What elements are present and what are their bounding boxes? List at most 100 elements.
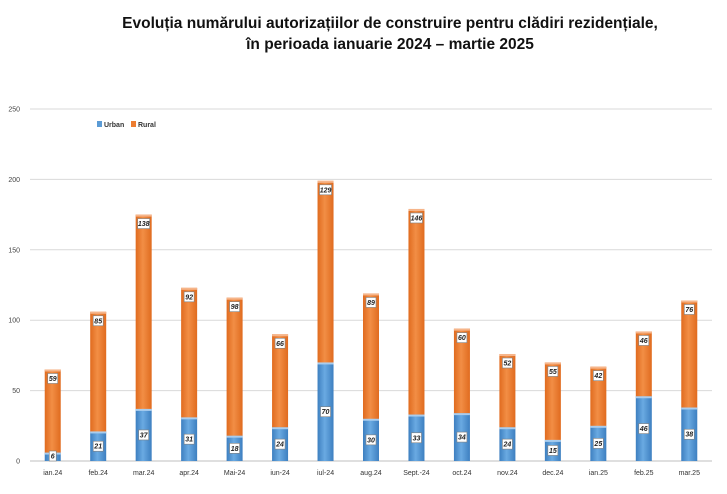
data-label-urban-aug.24-box <box>365 434 377 446</box>
bar-rural-top-feb.25 <box>635 331 652 334</box>
data-label-urban-dec.24: 15 <box>549 448 557 455</box>
x-tick-label: dec.24 <box>542 470 563 477</box>
bar-rural-mar.24 <box>135 214 152 409</box>
data-label-rural-Sept.-24-box <box>410 212 423 224</box>
data-label-urban-iul-24-box <box>320 406 331 418</box>
data-label-urban-apr.24-box <box>183 433 195 445</box>
bar-rural-top-ian.24 <box>44 369 61 372</box>
bar-urban-top-mar.25 <box>681 407 698 410</box>
bar-rural-nov.24 <box>499 353 516 428</box>
x-tick-label: nov.24 <box>497 470 518 477</box>
data-label-urban-mar.24: 37 <box>140 432 149 439</box>
data-label-urban-feb.24-box <box>92 440 104 452</box>
bar-urban-top-Sept.-24 <box>408 414 425 417</box>
bar-urban-top-feb.24 <box>90 431 107 434</box>
bar-rural-top-oct.24 <box>453 328 470 331</box>
data-label-rural-dec.24: 55 <box>549 369 557 376</box>
data-label-rural-nov.24-box <box>502 357 513 369</box>
data-label-rural-apr.24: 92 <box>185 294 193 301</box>
bar-rural-top-iun-24 <box>272 334 289 337</box>
bar-urban-top-iun-24 <box>272 427 289 430</box>
x-tick-label: iun-24 <box>270 470 290 477</box>
y-tick-label: 200 <box>8 177 20 184</box>
data-label-rural-feb.25-box <box>638 335 650 346</box>
legend-swatch-rural <box>131 121 136 127</box>
bar-rural-top-ian.25 <box>590 366 607 369</box>
bar-rural-oct.24 <box>453 328 470 414</box>
bar-urban-top-mar.24 <box>135 408 152 411</box>
data-label-rural-iul-24: 129 <box>320 187 332 194</box>
data-label-rural-mar.24-box <box>137 218 150 229</box>
x-tick-label: oct.24 <box>452 470 471 477</box>
x-tick-label: feb.25 <box>634 470 654 477</box>
data-label-urban-ian.25: 25 <box>593 441 602 448</box>
bar-rural-aug.24 <box>363 293 379 419</box>
bar-rural-apr.24 <box>181 287 198 418</box>
x-tick-label: iul-24 <box>317 470 334 477</box>
bar-rural-feb.25 <box>635 331 652 397</box>
bar-rural-mar.25 <box>681 300 698 408</box>
bar-urban-top-ian.25 <box>590 425 607 428</box>
data-label-urban-Mai-24: 18 <box>231 446 239 453</box>
data-label-urban-dec.24-box <box>547 445 559 456</box>
y-axis-ticks: 0 50 100 150 200 250 <box>8 107 20 466</box>
data-label-urban-oct.24: 34 <box>458 435 466 442</box>
data-label-urban-aug.24: 30 <box>367 437 375 444</box>
bar-rural-top-feb.24 <box>90 311 107 314</box>
bar-urban-top-dec.24 <box>544 439 561 442</box>
data-label-urban-feb.24: 21 <box>93 444 102 451</box>
bar-rural-ian.24 <box>44 369 61 453</box>
data-label-urban-ian.24-box <box>48 450 57 462</box>
data-label-rural-aug.24-box <box>365 297 377 308</box>
data-label-rural-feb.25: 46 <box>639 338 648 345</box>
data-label-rural-mar.24: 138 <box>138 221 150 228</box>
data-label-urban-Sept.-24: 33 <box>413 435 421 442</box>
bar-rural-top-mar.24 <box>135 214 152 217</box>
data-label-urban-oct.24-box <box>456 431 468 443</box>
data-label-urban-apr.24: 31 <box>185 437 193 444</box>
data-label-urban-nov.24: 24 <box>503 442 512 449</box>
x-tick-label: aug.24 <box>360 470 382 477</box>
chart-title-line-2: în perioada ianuarie 2024 – martie 2025 <box>246 36 534 53</box>
x-tick-label: Mai-24 <box>224 470 246 477</box>
bar-urban-top-iul-24 <box>317 362 334 365</box>
bar-rural-Mai-24 <box>226 297 243 436</box>
bar-rural-feb.24 <box>90 311 107 432</box>
data-label-urban-ian.24: 6 <box>51 454 55 461</box>
data-label-urban-feb.25-box <box>638 423 650 434</box>
data-labels: 6 59 21 85 37 138 31 92 18 98 24 66 70 129 30 89 33 146 34… <box>47 184 695 462</box>
data-label-rural-aug.24: 89 <box>367 300 375 307</box>
chart-title-line-1: Evoluția numărului autorizațiilor de con… <box>122 15 658 32</box>
bar-rural-iul-24 <box>317 180 334 363</box>
data-label-urban-mar.25: 38 <box>685 432 693 439</box>
chart-title: Evoluția numărului autorizațiilor de con… <box>60 13 720 55</box>
data-label-urban-Sept.-24-box <box>411 432 422 444</box>
data-label-rural-nov.24: 52 <box>504 360 512 367</box>
data-label-urban-iun-24-box <box>274 438 286 450</box>
bar-rural-top-mar.25 <box>681 300 698 303</box>
bar-rural-top-aug.24 <box>363 293 379 296</box>
bar-urban-top-aug.24 <box>363 418 379 421</box>
legend: Urban Rural <box>97 121 156 129</box>
data-label-urban-ian.25-box <box>593 438 604 449</box>
bar-rural-top-Sept.-24 <box>408 208 425 211</box>
bar-rural-top-nov.24 <box>499 353 516 356</box>
x-tick-label: feb.24 <box>88 470 108 477</box>
data-label-rural-Mai-24: 98 <box>231 304 239 311</box>
data-label-rural-ian.25-box <box>593 370 604 381</box>
data-label-rural-Sept.-24: 146 <box>411 215 423 222</box>
x-tick-label: ian.24 <box>43 470 62 477</box>
data-label-rural-mar.25: 76 <box>685 307 693 314</box>
data-label-urban-iun-24: 24 <box>275 442 284 449</box>
data-label-urban-mar.24-box <box>138 429 149 441</box>
data-label-rural-ian.24: 59 <box>49 376 57 383</box>
x-tick-label: mar.24 <box>133 470 155 477</box>
data-label-rural-ian.25: 42 <box>593 373 602 380</box>
x-axis-ticks: ian.24 feb.24 mar.24 apr.24 Mai-24 iun-24 iul-… <box>43 470 700 477</box>
bar-urban-top-nov.24 <box>499 427 516 430</box>
data-label-urban-nov.24-box <box>502 438 513 450</box>
y-tick-label: 0 <box>16 459 20 466</box>
legend-label-urban: Urban <box>104 122 124 129</box>
